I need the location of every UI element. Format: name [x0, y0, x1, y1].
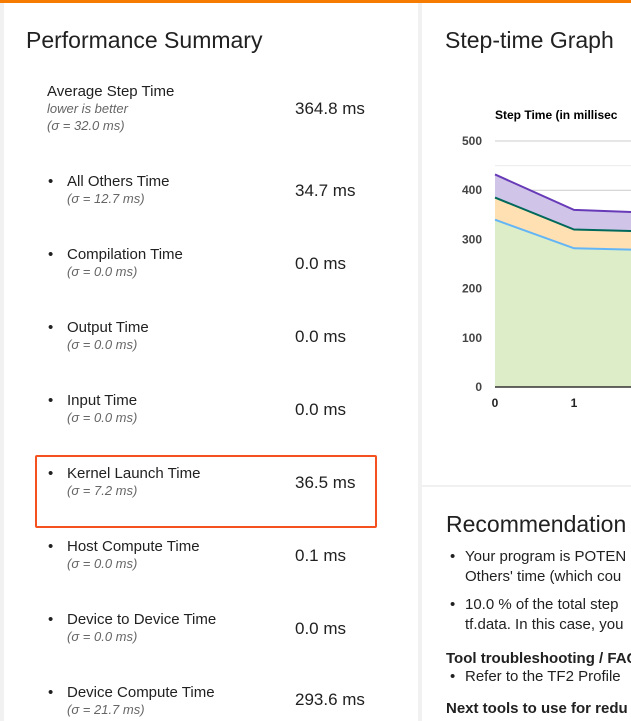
summary-item-label: Host Compute Time — [67, 538, 200, 555]
summary-item-value: 34.7 ms — [295, 181, 356, 200]
summary-item-value: 0.0 ms — [295, 619, 347, 638]
average-step-time-value: 364.8 ms — [295, 99, 365, 118]
y-tick-label: 300 — [462, 232, 482, 246]
summary-item-value: 36.5 ms — [295, 473, 356, 492]
bullet-dot: • — [48, 684, 54, 701]
top-accent-bar — [0, 0, 631, 3]
summary-item-value: 0.0 ms — [295, 400, 347, 419]
series-line-0 — [494, 218, 631, 251]
summary-item-value: 0.0 ms — [295, 254, 347, 273]
chart-title: Step Time (in millisec — [495, 108, 618, 122]
summary-item-sigma: (σ = 0.0 ms) — [67, 410, 138, 425]
y-tick-label: 0 — [475, 380, 482, 394]
x-tick-label: 0 — [492, 396, 499, 410]
average-step-time-hint: lower is better — [47, 101, 128, 116]
summary-item-sigma: (σ = 12.7 ms) — [67, 191, 145, 206]
bullet-dot: • — [48, 392, 54, 409]
bullet-dot: • — [48, 465, 54, 482]
bullet-dot: • — [48, 246, 54, 263]
y-tick-label: 200 — [462, 282, 482, 296]
series-area-0 — [495, 219, 631, 387]
summary-item-value: 0.1 ms — [295, 546, 347, 565]
y-tick-label: 500 — [462, 134, 482, 148]
bullet-dot: • — [450, 596, 456, 613]
summary-item-sigma: (σ = 0.0 ms) — [67, 556, 138, 571]
recommendation-bullet-2: 10.0 % of the total step tf.data. In this… — [465, 595, 623, 635]
step-time-graph-card: Step-time Graph Step Time (in millisec 0… — [422, 3, 631, 485]
summary-item-sigma: (σ = 21.7 ms) — [67, 702, 145, 717]
average-step-time-sigma: (σ = 32.0 ms) — [47, 118, 125, 133]
series-area-2 — [495, 174, 631, 231]
series-area-1 — [495, 197, 631, 250]
bullet-dot: • — [48, 611, 54, 628]
summary-item-value: 0.0 ms — [295, 327, 347, 346]
summary-item-sigma: (σ = 0.0 ms) — [67, 629, 138, 644]
summary-item-label: Device Compute Time — [67, 684, 215, 701]
bullet-dot: • — [48, 173, 54, 190]
bullet-1-line-1: Your program is POTEN — [465, 548, 627, 565]
troubleshooting-heading: Tool troubleshooting / FAQ — [446, 650, 631, 667]
next-tools-heading: Next tools to use for redu — [446, 700, 628, 717]
bullet-2-line-1: 10.0 % of the total step — [465, 596, 619, 613]
step-time-graph-title: Step-time Graph — [445, 27, 614, 53]
bullet-2-line-2: tf.data. In this case, you — [465, 616, 624, 633]
average-step-time-label: Average Step Time — [47, 83, 175, 100]
y-tick-label: 100 — [462, 331, 482, 345]
summary-item-sigma: (σ = 0.0 ms) — [67, 337, 138, 352]
summary-item-sigma: (σ = 7.2 ms) — [67, 483, 138, 498]
bullet-dot: • — [450, 668, 456, 685]
kernel-launch-highlight-box — [35, 455, 377, 528]
summary-item-label: Kernel Launch Time — [67, 465, 201, 482]
summary-item-value: 293.6 ms — [295, 690, 365, 709]
troubleshooting-link[interactable]: Refer to the TF2 Profile — [465, 668, 621, 685]
series-line-2 — [494, 173, 631, 214]
recommendation-card: Recommendation • Your program is POTEN Ot… — [422, 487, 631, 721]
bullet-1-line-2: Others' time (which cou — [465, 568, 622, 585]
bullet-dot: • — [48, 319, 54, 336]
bullet-dot: • — [48, 538, 54, 555]
recommendation-title: Recommendation — [446, 511, 627, 537]
series-line-1 — [494, 196, 631, 232]
recommendation-bullet-1: Your program is POTEN Others' time (which… — [465, 547, 626, 587]
performance-summary-card: Performance Summary Average Step Time lo… — [4, 3, 418, 721]
summary-item-label: Compilation Time — [67, 246, 183, 263]
y-tick-label: 400 — [462, 183, 482, 197]
x-tick-label: 1 — [571, 396, 578, 410]
bullet-dot: • — [450, 548, 456, 565]
performance-summary-title: Performance Summary — [26, 27, 263, 53]
summary-item-label: Input Time — [67, 392, 138, 409]
summary-item-sigma: (σ = 0.0 ms) — [67, 264, 138, 279]
step-time-chart: Step Time (in millisec 0 100 200 300 400 500 0… — [462, 108, 631, 410]
summary-item-label: Device to Device Time — [67, 611, 217, 628]
summary-item-label: Output Time — [67, 319, 149, 336]
summary-item-label: All Others Time — [67, 173, 170, 190]
